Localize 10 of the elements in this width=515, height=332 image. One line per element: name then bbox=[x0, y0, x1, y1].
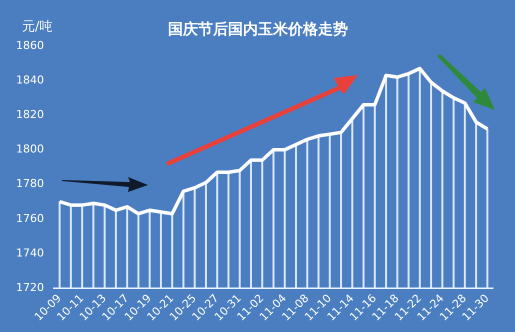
chart-title: 国庆节后国内玉米价格走势 bbox=[168, 20, 348, 38]
y-tick-label: 1820 bbox=[16, 108, 44, 122]
y-tick-label: 1840 bbox=[16, 73, 44, 86]
y-axis-title: 元/吨 bbox=[22, 19, 52, 34]
y-tick-label: 1760 bbox=[16, 212, 44, 225]
y-tick-label: 1800 bbox=[16, 142, 44, 156]
y-tick-label: 1860 bbox=[16, 38, 44, 52]
y-tick-label: 1720 bbox=[16, 280, 44, 294]
y-tick-label: 1740 bbox=[16, 246, 44, 260]
y-tick-label: 1780 bbox=[16, 177, 44, 190]
